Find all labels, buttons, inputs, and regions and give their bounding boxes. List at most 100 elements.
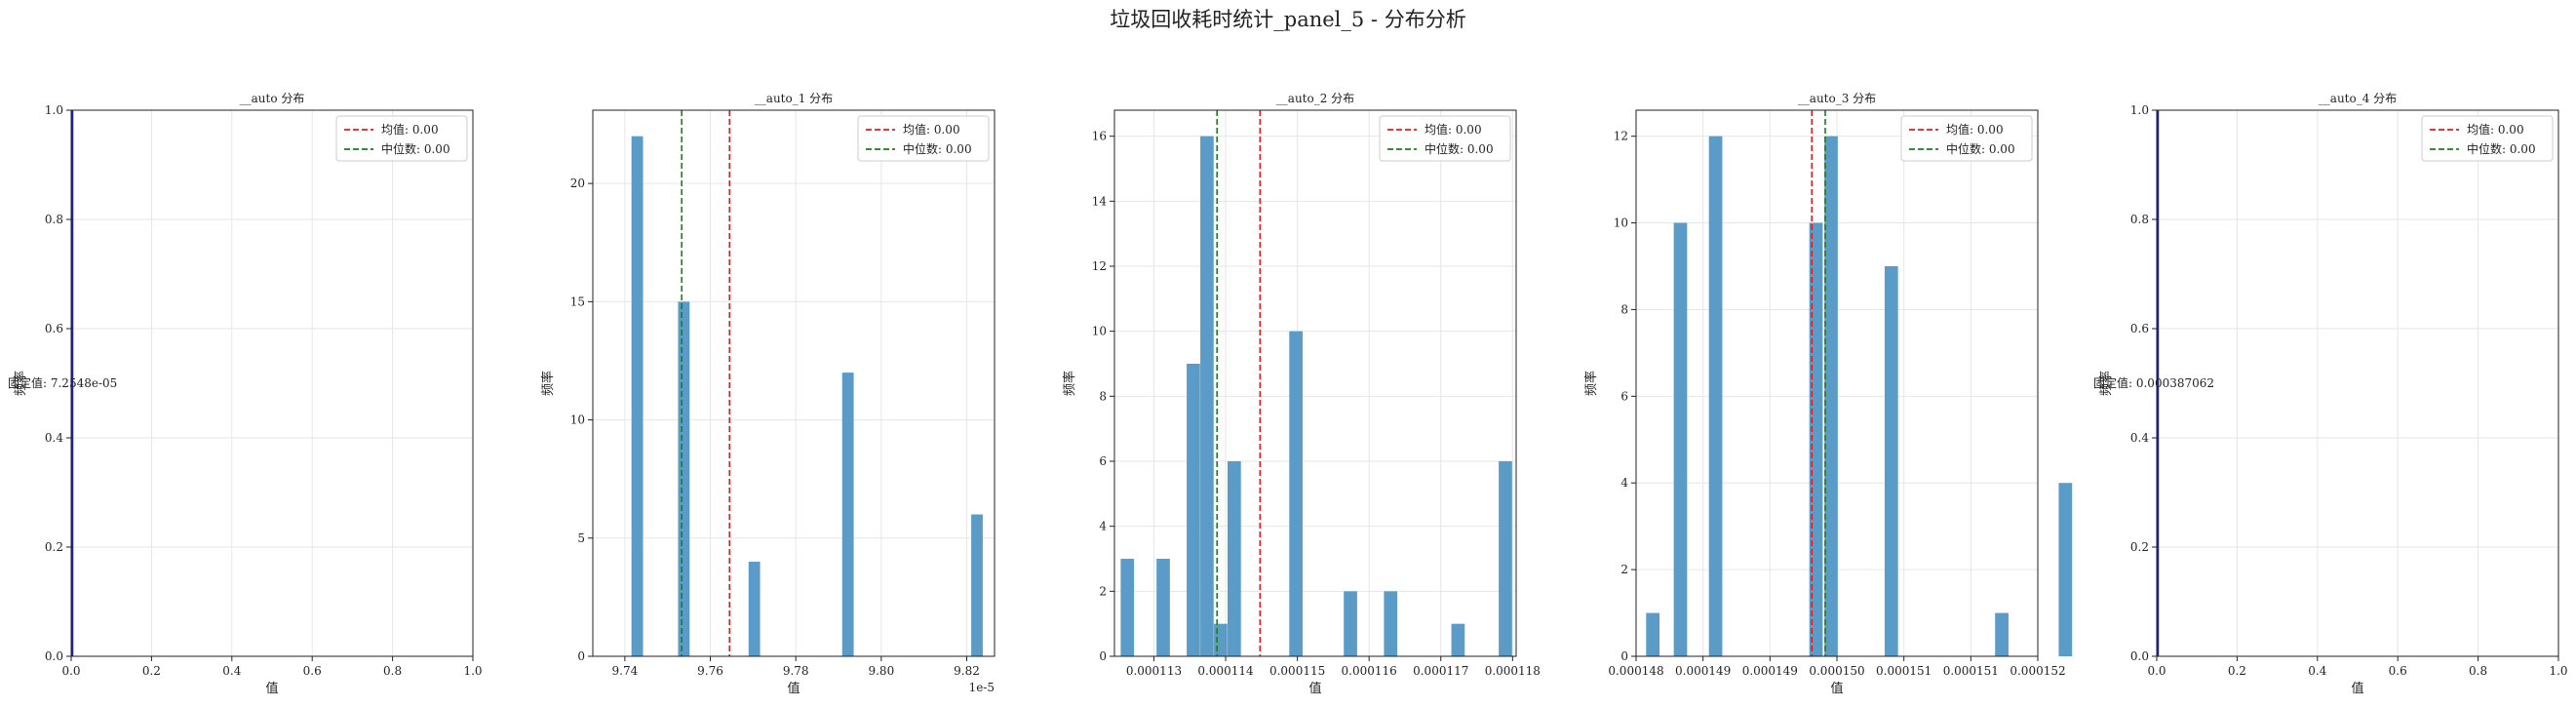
x-tick-label: 0.000117 bbox=[1413, 664, 1468, 678]
y-tick-label: 0.6 bbox=[2130, 322, 2149, 335]
y-tick-label: 16 bbox=[1092, 130, 1107, 143]
legend-box bbox=[857, 115, 990, 162]
y-tick-label: 12 bbox=[1614, 130, 1628, 143]
legend-box bbox=[2421, 115, 2554, 162]
y-tick-label: 5 bbox=[577, 531, 585, 545]
x-tick-label: 9.74 bbox=[612, 664, 639, 678]
x-tick-label: 0.000148 bbox=[1608, 664, 1663, 678]
x-offset-label: 1e-5 bbox=[969, 681, 995, 694]
x-tick-label: 0.0 bbox=[2147, 664, 2166, 678]
y-tick-label: 0.2 bbox=[2130, 540, 2149, 554]
x-tick-label: 0.2 bbox=[2228, 664, 2246, 678]
x-tick-label: 1.0 bbox=[2549, 664, 2567, 678]
y-tick-label: 2 bbox=[1620, 563, 1628, 576]
histogram-bar bbox=[1499, 461, 1512, 656]
x-tick-label: 0.000151 bbox=[1876, 664, 1932, 678]
histogram-bar bbox=[1214, 623, 1228, 656]
x-tick-label: 0.000115 bbox=[1269, 664, 1325, 678]
legend-median-label: 中位数: 0.00 bbox=[903, 141, 972, 156]
x-tick-label: 0.000118 bbox=[1485, 664, 1541, 678]
histogram-panel: 0.0 0.2 0.4 0.6 0.8 1.0 0.0 0.2 0.4 0.6 0.8 1.0 __au… bbox=[2093, 92, 2568, 696]
y-axis-label: 频率 bbox=[1062, 371, 1077, 396]
x-axis-label: 值 bbox=[265, 681, 278, 696]
x-axis-label: 值 bbox=[787, 681, 800, 696]
histogram-bar bbox=[1120, 559, 1135, 656]
x-tick-label: 0.000149 bbox=[1675, 664, 1731, 678]
axes-frame bbox=[592, 109, 995, 657]
histogram-bar bbox=[2058, 483, 2073, 656]
x-tick-label: 9.82 bbox=[954, 664, 980, 678]
legend: 均值: 0.00 中位数: 0.00 bbox=[335, 115, 468, 162]
y-tick-label: 0 bbox=[1099, 649, 1107, 663]
y-tick-label: 0.6 bbox=[45, 322, 63, 335]
panel-title: __auto 分布 bbox=[240, 92, 305, 105]
constant-value-annotation: 固定值: 0.000387062 bbox=[2093, 375, 2214, 390]
histogram-bar bbox=[1187, 364, 1200, 656]
legend-mean-label: 均值: 0.00 bbox=[381, 122, 439, 137]
x-tick-label: 0.6 bbox=[2389, 664, 2407, 678]
panel-title: __auto_2 分布 bbox=[1276, 92, 1354, 105]
y-tick-label: 10 bbox=[1092, 325, 1107, 338]
axes-frame bbox=[2156, 109, 2559, 657]
legend-box bbox=[335, 115, 468, 162]
x-tick-label: 0.000113 bbox=[1126, 664, 1182, 678]
histogram-bar bbox=[1156, 559, 1170, 656]
legend: 均值: 0.00 中位数: 0.00 bbox=[857, 115, 990, 162]
legend-median-label: 中位数: 0.00 bbox=[1946, 141, 2015, 156]
histogram-bar bbox=[631, 136, 644, 656]
y-tick-label: 15 bbox=[570, 295, 585, 308]
histogram-bar bbox=[1673, 222, 1688, 657]
y-tick-label: 10 bbox=[570, 413, 585, 427]
x-tick-label: 0.000114 bbox=[1197, 664, 1254, 678]
histogram-bar bbox=[1646, 612, 1660, 656]
histogram-panel: 9.74 9.76 9.78 9.80 9.82 0 5 10 15 20 __auto_1 分布值… bbox=[540, 92, 995, 696]
legend-mean-label: 均值: 0.00 bbox=[1946, 122, 2004, 137]
histogram-bar bbox=[748, 562, 761, 656]
panel-title: __auto_1 分布 bbox=[755, 92, 833, 105]
histogram-panel: 0.000113 0.000114 0.000115 0.000116 0.000117… bbox=[1062, 92, 1541, 696]
legend-box bbox=[1900, 115, 2033, 162]
y-axis-label: 频率 bbox=[540, 371, 556, 396]
figure-suptitle: 垃圾回收耗时统计_panel_5 - 分布分析 bbox=[1110, 8, 1465, 31]
histogram-bar bbox=[1884, 266, 1898, 656]
y-tick-label: 20 bbox=[570, 177, 585, 190]
legend-box bbox=[1379, 115, 1511, 162]
legend-median-label: 中位数: 0.00 bbox=[1425, 141, 1494, 156]
y-tick-label: 0.0 bbox=[2130, 649, 2149, 663]
x-tick-label: 0.000116 bbox=[1342, 664, 1397, 678]
panel-title: __auto_3 分布 bbox=[1798, 92, 1876, 105]
x-tick-label: 0.000149 bbox=[1742, 664, 1798, 678]
x-tick-label: 0.4 bbox=[2308, 664, 2326, 678]
legend: 均值: 0.00 中位数: 0.00 bbox=[1379, 115, 1511, 162]
y-tick-label: 12 bbox=[1092, 259, 1107, 273]
y-tick-label: 4 bbox=[1099, 520, 1107, 533]
histogram-bar bbox=[1451, 623, 1465, 656]
x-axis-label: 值 bbox=[2351, 681, 2363, 696]
x-tick-label: 0.6 bbox=[303, 664, 322, 678]
legend-median-label: 中位数: 0.00 bbox=[381, 141, 450, 156]
histogram-bar bbox=[1289, 331, 1303, 656]
histogram-bar bbox=[1200, 136, 1214, 656]
y-tick-label: 8 bbox=[1620, 302, 1628, 316]
y-tick-label: 0.4 bbox=[45, 431, 63, 445]
x-tick-label: 0.8 bbox=[2469, 664, 2487, 678]
x-tick-label: 1.0 bbox=[463, 664, 482, 678]
histogram-panel: 0.000148 0.000149 0.000149 0.000150 0.000151… bbox=[1583, 92, 2073, 696]
histogram-bar bbox=[971, 514, 983, 656]
x-tick-label: 0.8 bbox=[383, 664, 402, 678]
y-tick-label: 0.4 bbox=[2130, 431, 2149, 445]
histogram-bar bbox=[1824, 136, 1838, 656]
y-tick-label: 0.0 bbox=[45, 649, 63, 663]
histogram-bar bbox=[1708, 136, 1723, 656]
y-tick-label: 0 bbox=[1620, 649, 1628, 663]
y-tick-label: 1.0 bbox=[45, 103, 63, 117]
histogram-bar bbox=[678, 301, 690, 656]
x-axis-label: 值 bbox=[1830, 681, 1843, 696]
x-axis-label: 值 bbox=[1308, 681, 1321, 696]
panel-title: __auto_4 分布 bbox=[2319, 92, 2397, 105]
y-tick-label: 4 bbox=[1620, 476, 1628, 490]
x-tick-label: 0.0 bbox=[61, 664, 80, 678]
y-tick-label: 0 bbox=[577, 649, 585, 663]
x-tick-label: 9.76 bbox=[697, 664, 723, 678]
histogram-bar bbox=[841, 373, 854, 656]
